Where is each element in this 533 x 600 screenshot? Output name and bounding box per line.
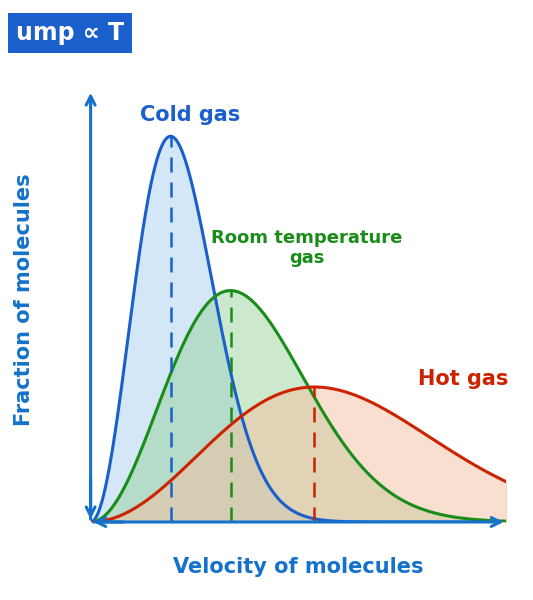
Text: Cold gas: Cold gas [140, 105, 241, 125]
Text: ump ∝ T: ump ∝ T [16, 21, 124, 45]
Text: Room temperature
gas: Room temperature gas [211, 229, 402, 268]
Text: Fraction of molecules: Fraction of molecules [14, 173, 34, 427]
Text: Velocity of molecules: Velocity of molecules [173, 557, 424, 577]
Text: Hot gas: Hot gas [418, 369, 509, 389]
